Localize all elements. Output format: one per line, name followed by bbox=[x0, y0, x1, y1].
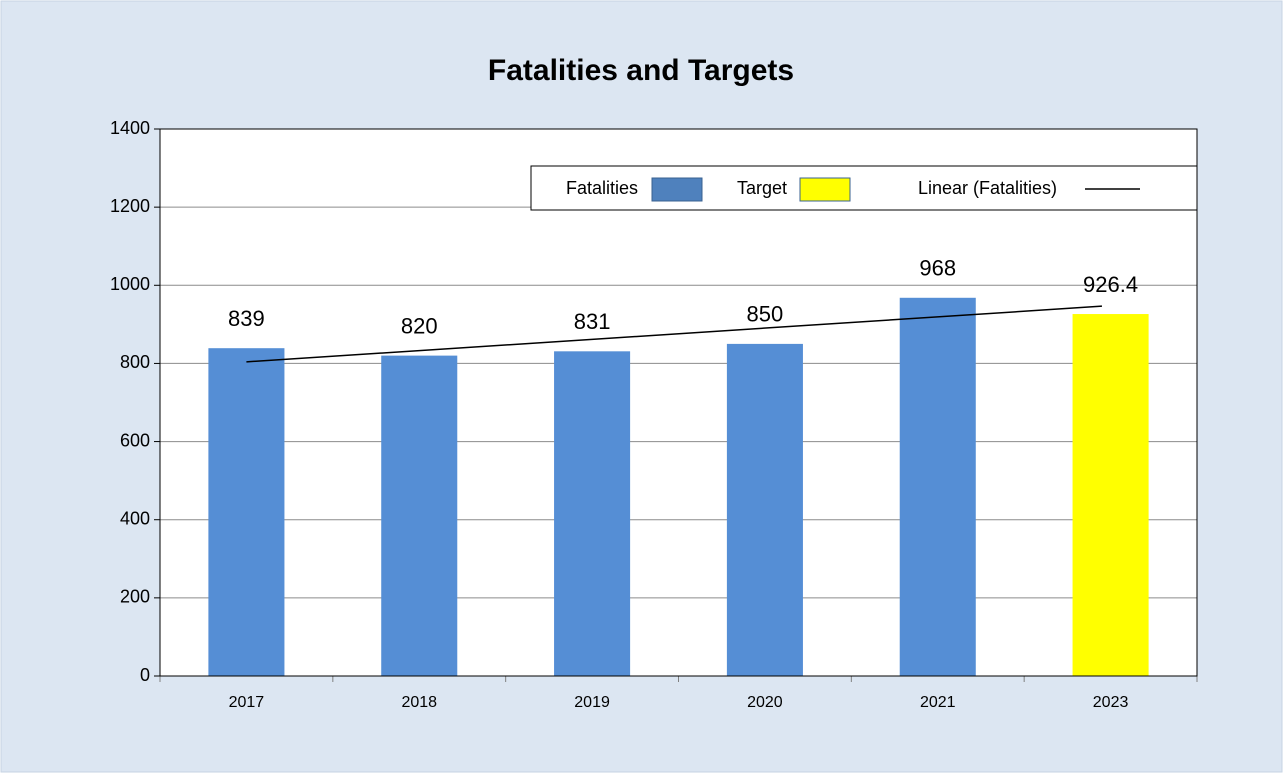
legend-label: Fatalities bbox=[566, 178, 638, 198]
bar bbox=[1072, 314, 1149, 676]
legend-box bbox=[530, 165, 1198, 211]
bar bbox=[899, 297, 976, 676]
data-label: 831 bbox=[574, 309, 611, 334]
data-label: 926.4 bbox=[1083, 272, 1138, 297]
y-tick-label: 1000 bbox=[110, 274, 150, 294]
trendline bbox=[246, 305, 1102, 363]
plot-area bbox=[160, 129, 1197, 676]
data-label: 850 bbox=[747, 302, 784, 327]
y-tick-label: 200 bbox=[120, 587, 150, 607]
y-tick-label: 400 bbox=[120, 508, 150, 528]
legend-swatch bbox=[799, 177, 851, 202]
bar bbox=[208, 348, 285, 676]
y-tick-label: 600 bbox=[120, 430, 150, 450]
x-tick-label: 2021 bbox=[920, 694, 956, 711]
chart-title: Fatalities and Targets bbox=[488, 54, 794, 87]
y-tick-label: 0 bbox=[140, 665, 150, 685]
data-label: 820 bbox=[401, 313, 438, 338]
y-tick-label: 800 bbox=[120, 352, 150, 372]
x-tick-label: 2020 bbox=[747, 694, 783, 711]
y-tick-label: 1200 bbox=[110, 196, 150, 216]
legend-label: Target bbox=[737, 178, 787, 198]
plot-border bbox=[159, 128, 1198, 677]
legend-label: Linear (Fatalities) bbox=[918, 178, 1057, 198]
x-tick-label: 2017 bbox=[229, 694, 265, 711]
x-tick-label: 2018 bbox=[401, 694, 437, 711]
y-tick-label: 1400 bbox=[110, 118, 150, 138]
x-tick-label: 2019 bbox=[574, 694, 610, 711]
data-label: 839 bbox=[228, 306, 265, 331]
bar bbox=[381, 355, 458, 676]
x-tick-label: 2023 bbox=[1093, 694, 1129, 711]
legend-swatch bbox=[651, 177, 703, 202]
bar bbox=[554, 351, 631, 676]
bar bbox=[726, 343, 803, 676]
data-label: 968 bbox=[919, 256, 956, 281]
